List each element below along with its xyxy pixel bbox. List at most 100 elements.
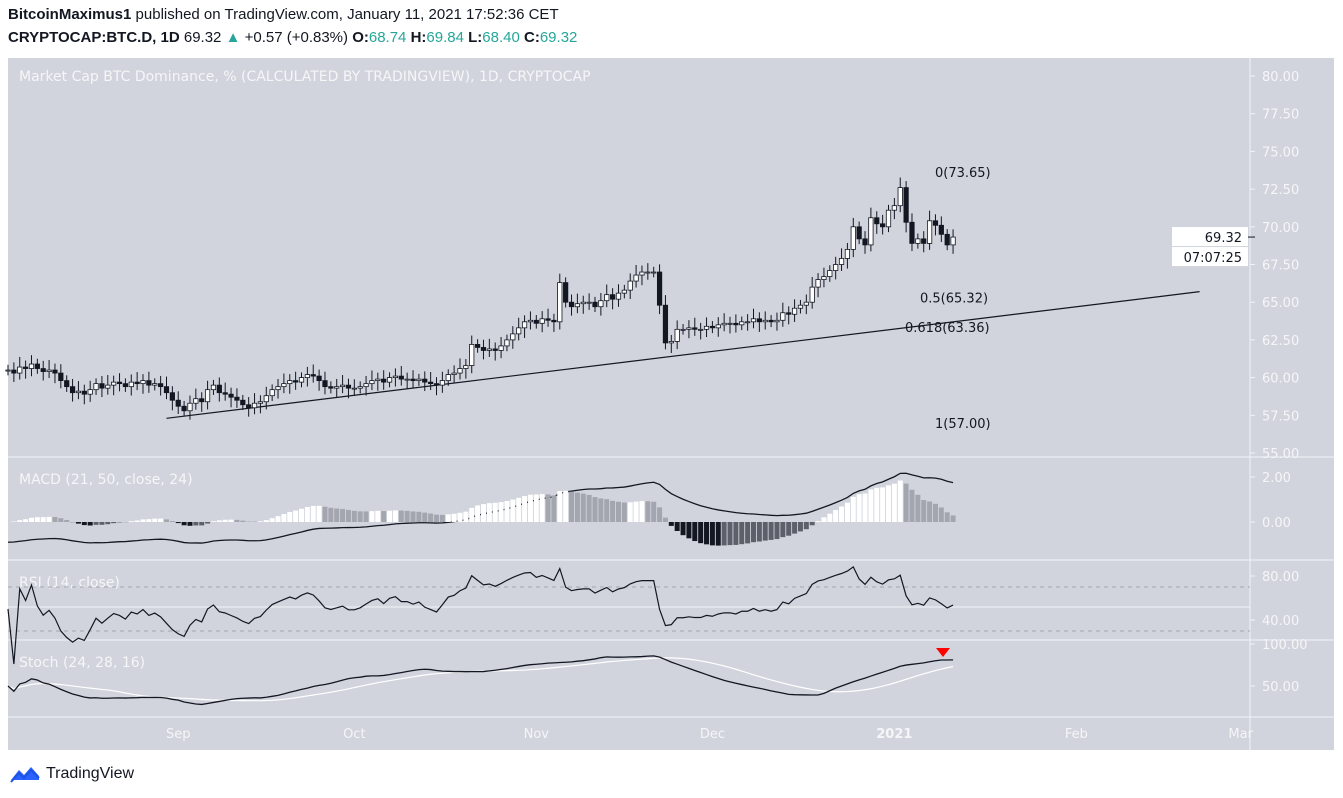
candle-up <box>557 282 563 323</box>
countdown-tag <box>1172 247 1248 267</box>
macd-histogram-bar <box>210 521 216 522</box>
macd-histogram-bar <box>715 522 721 546</box>
macd-histogram-bar <box>498 502 504 522</box>
macd-histogram-bar <box>886 485 891 522</box>
candle-up <box>251 402 258 409</box>
candle-up <box>451 372 457 375</box>
macd-histogram-bar <box>768 522 774 540</box>
candle-up <box>674 328 680 342</box>
high-value: 69.84 <box>426 29 464 46</box>
macd-histogram-bar <box>322 506 328 522</box>
tradingview-footer[interactable]: TradingView <box>10 764 134 784</box>
macd-histogram-bar <box>387 510 393 522</box>
candle-up <box>645 271 651 274</box>
candle-up <box>574 303 580 308</box>
candle-up <box>539 318 545 324</box>
candle-up <box>698 328 704 331</box>
candle-down <box>938 224 944 235</box>
candle-down <box>410 378 416 382</box>
candle-down <box>11 369 17 374</box>
candle-up <box>445 374 451 382</box>
candle-down <box>592 301 598 308</box>
macd-histogram-bar <box>293 510 299 522</box>
y-tick-label: 80.00 <box>1262 70 1299 85</box>
candle-down <box>551 319 557 323</box>
macd-histogram-bar <box>64 519 70 522</box>
macd-histogram-bar <box>40 517 46 522</box>
macd-histogram-bar <box>234 519 240 522</box>
symbol-legend: CRYPTOCAP:BTC.D, 1D 69.32 ▲ +0.57 (+0.83… <box>8 29 577 46</box>
candle-down <box>862 238 868 246</box>
rsi-title: RSI (14, close) <box>19 575 120 591</box>
macd-histogram-bar <box>58 518 64 522</box>
candle-up <box>469 344 475 366</box>
macd-histogram-bar <box>844 502 850 522</box>
macd-histogram-bar <box>480 504 486 522</box>
candle-up <box>833 264 839 271</box>
macd-histogram-bar <box>686 522 692 539</box>
macd-histogram-bar <box>240 520 246 522</box>
macd-histogram-bar <box>921 499 927 522</box>
macd-histogram-bar <box>87 522 93 526</box>
macd-histogram-bar <box>381 511 387 522</box>
candle-down <box>768 319 774 323</box>
open-value: 68.74 <box>368 29 407 46</box>
candle-down <box>921 238 927 244</box>
candle-up <box>269 389 275 397</box>
candle-up <box>586 301 592 304</box>
macd-histogram-bar <box>698 522 704 544</box>
candle-up <box>516 327 522 335</box>
macd-histogram-bar <box>163 519 169 522</box>
macd-histogram-bar <box>516 497 522 522</box>
brand-name: TradingView <box>46 765 135 782</box>
macd-histogram-bar <box>111 522 117 524</box>
macd-histogram-bar <box>615 501 621 522</box>
candle-down <box>169 392 175 401</box>
candle-up <box>339 384 346 388</box>
macd-histogram-bar <box>874 487 880 522</box>
macd-histogram-bar <box>839 506 845 522</box>
price-change: +0.57 (+0.83%) <box>244 29 349 46</box>
x-tick-label: Oct <box>343 727 365 742</box>
candle-up <box>46 369 52 372</box>
candle-down <box>64 380 70 388</box>
macd-histogram-bar <box>545 494 551 522</box>
candle-down <box>216 384 222 394</box>
macd-histogram-bar <box>17 520 23 522</box>
macd-histogram-bar <box>674 522 680 532</box>
macd-histogram-bar <box>563 490 569 522</box>
candle-down <box>158 383 164 388</box>
macd-histogram-bar <box>522 496 528 522</box>
macd-histogram-bar <box>375 510 381 522</box>
macd-histogram-bar <box>357 511 363 522</box>
macd-histogram-bar <box>580 493 586 522</box>
trendline <box>166 291 1200 419</box>
stoch-k-line <box>7 655 954 706</box>
candle-up <box>809 286 815 303</box>
macd-histogram-bar <box>891 483 897 522</box>
macd-histogram-bar <box>187 522 193 526</box>
candle-down <box>246 404 252 409</box>
macd-histogram-bar <box>551 495 557 522</box>
main-title: Market Cap BTC Dominance, % (CALCULATED … <box>19 69 591 85</box>
macd-histogram-bar <box>938 507 944 522</box>
candle-up <box>521 321 528 329</box>
author-name[interactable]: BitcoinMaximus1 <box>8 6 132 23</box>
candle-up <box>93 383 99 391</box>
candle-down <box>568 301 575 308</box>
candle-up <box>210 384 217 391</box>
macd-histogram-bar <box>504 500 510 522</box>
macd-histogram-bar <box>557 491 563 522</box>
candle-down <box>116 381 123 385</box>
candle-up <box>504 339 510 347</box>
macd-histogram-bar <box>633 501 639 522</box>
indicator-tick-label: 2.00 <box>1262 471 1291 486</box>
macd-histogram-bar <box>46 516 52 522</box>
candle-up <box>615 292 622 300</box>
candle-up <box>627 280 633 291</box>
macd-histogram-bar <box>856 494 862 522</box>
macd-histogram-bar <box>52 517 58 522</box>
macd-histogram-bar <box>797 522 803 532</box>
macd-histogram-bar <box>422 512 428 522</box>
